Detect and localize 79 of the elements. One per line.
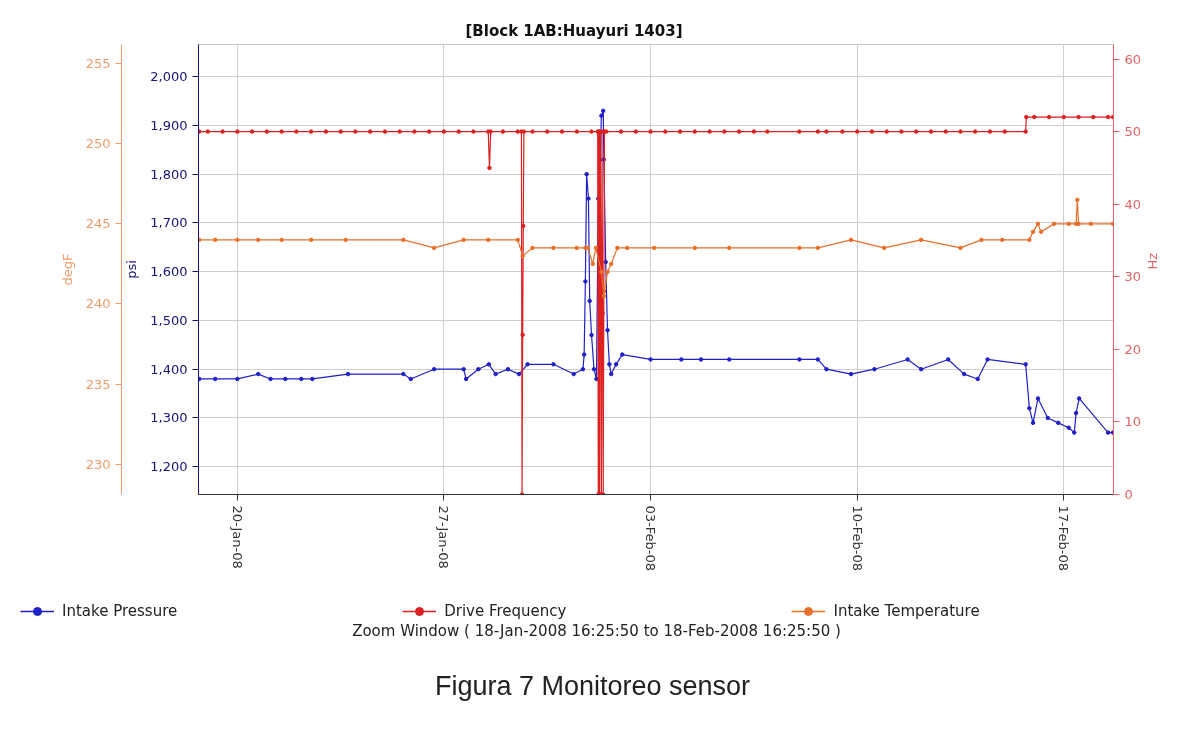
point — [1035, 221, 1041, 227]
y3-tick-label: 245 — [85, 216, 111, 232]
point — [881, 245, 887, 251]
point — [727, 245, 732, 251]
y-tick-label: 1,800 — [150, 166, 188, 182]
y2-tick-label: 10 — [1124, 414, 1142, 430]
y-tick-label: 1,400 — [150, 361, 188, 377]
point — [279, 237, 284, 243]
point — [308, 237, 314, 243]
point — [605, 269, 610, 275]
y2-tick-label: 40 — [1124, 196, 1142, 212]
point — [848, 237, 854, 243]
y3-tick-label: 230 — [85, 456, 111, 472]
y-tick-label: 1,600 — [150, 264, 188, 280]
point — [593, 245, 599, 251]
legend-label: Intake Pressure — [62, 602, 178, 620]
point — [797, 245, 802, 251]
point — [1066, 221, 1071, 227]
y-tick-label: 1,200 — [150, 459, 188, 475]
y2-tick-label: 50 — [1124, 124, 1142, 140]
x-tick-label: 03-Feb-08 — [643, 505, 659, 571]
point — [431, 245, 437, 251]
point — [461, 237, 466, 243]
point — [235, 237, 240, 243]
point — [599, 269, 604, 275]
point — [401, 237, 406, 243]
point — [530, 245, 535, 251]
point — [520, 253, 525, 259]
chart-title: [Block 1AB:Huayuri 1403] — [465, 21, 683, 40]
point — [1030, 229, 1036, 235]
x-tick-label: 17-Feb-08 — [1056, 505, 1072, 571]
y-tick-label: 1,900 — [150, 117, 188, 133]
x-tick-label: 10-Feb-08 — [849, 505, 865, 571]
point — [212, 237, 218, 243]
y-tick-label: 1,300 — [150, 410, 188, 426]
y-axis-title: psi — [124, 260, 140, 279]
point — [692, 245, 698, 251]
point — [815, 245, 821, 251]
point — [918, 237, 924, 243]
y2-tick-label: 60 — [1124, 51, 1142, 67]
point — [515, 237, 520, 243]
y2-tick-label: 20 — [1124, 341, 1142, 357]
point — [1075, 197, 1080, 203]
y-tick-label: 1,700 — [150, 215, 188, 231]
y3-tick-label: 240 — [85, 296, 111, 312]
y3-tick-label: 235 — [85, 376, 111, 392]
x-tick-label: 20-Jan-08 — [229, 505, 245, 569]
point — [652, 245, 657, 251]
y-tick-label: 1,500 — [150, 312, 188, 328]
point — [1027, 237, 1032, 243]
x-tick-label: 27-Jan-08 — [436, 505, 452, 569]
y2-tick-label: 0 — [1124, 487, 1133, 502]
point — [615, 245, 620, 251]
point — [1088, 221, 1094, 227]
text: Zoom Window ( 18-Jan-2008 16:25:50 to 18-Feb-2008 16:25:50 ) — [352, 621, 841, 640]
point — [485, 237, 491, 243]
point — [343, 237, 348, 243]
point — [590, 261, 596, 267]
y2-tick-label: 30 — [1124, 269, 1142, 285]
point — [608, 261, 614, 267]
y-tick-label: 2,000 — [150, 69, 188, 85]
y3-tick-label: 250 — [85, 136, 111, 152]
legend-label: Intake Temperature — [833, 602, 980, 620]
y2-axis-title: Hz — [1144, 252, 1160, 270]
y3-axis-title: degF — [59, 253, 75, 286]
point — [574, 245, 580, 251]
point — [601, 293, 607, 299]
point — [256, 237, 261, 243]
point — [958, 245, 963, 251]
point — [1000, 237, 1005, 243]
text: Figura 7 Monitoreo sensor — [434, 670, 751, 701]
legend-label: Drive Frequency — [444, 602, 567, 620]
point — [979, 237, 984, 243]
point — [198, 237, 202, 243]
point — [1051, 221, 1057, 227]
y3-tick-label: 255 — [85, 56, 111, 72]
point — [1038, 229, 1044, 235]
point — [551, 245, 556, 251]
point — [624, 245, 630, 251]
